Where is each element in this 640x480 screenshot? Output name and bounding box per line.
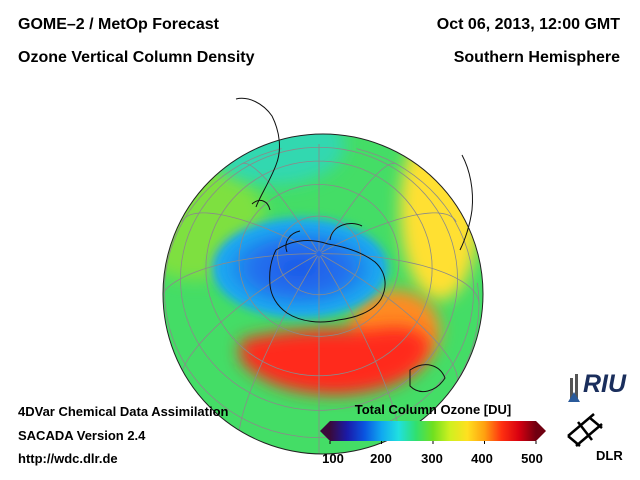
falklands-coast [251,199,271,211]
forecast-date: Oct 06, 2013, 12:00 GMT [436,16,620,33]
title-line-2: Ozone Vertical Column Density [18,49,255,66]
globe-outline [162,133,484,455]
graticule-line [321,212,457,253]
graticule-line [241,162,318,252]
new-zealand-coast [409,364,446,393]
colorbar-gradient [330,421,536,441]
south-america-coast [235,97,280,208]
graticule-line [164,148,474,438]
graticule-line [320,162,397,252]
riu-logo: RIU [565,370,627,404]
dlr-logo-text: DLR [596,448,623,463]
weddell-inlet-coast [329,223,363,241]
antarctic-peninsula-coast [285,230,301,253]
riu-logo-text: RIU [583,370,627,398]
colorbar-high-arrow [536,421,546,441]
dlr-logo: DLR [562,412,623,476]
footer-method: 4DVar Chemical Data Assimilation [18,404,229,419]
graticule [163,144,480,454]
colorbar-tick: 400 [471,451,493,466]
colorbar-tick: 200 [370,451,392,466]
field-east-yellow [400,134,480,300]
coastlines [235,97,473,393]
hemisphere-label: Southern Hemisphere [453,49,620,66]
footer-version: SACADA Version 2.4 [18,428,146,443]
colorbar-tick: 100 [322,451,344,466]
footer-url[interactable]: http://wdc.dlr.de [18,451,118,466]
title-line-1: GOME–2 / MetOp Forecast [18,16,219,33]
ozone-hole-core [222,226,378,310]
graticule-line [321,253,480,305]
graticule-line [163,253,317,305]
colorbar-tick: 300 [421,451,443,466]
antarctica-coast [269,240,386,323]
ozone-colorbar [320,421,546,444]
field-north-cyan [205,134,345,185]
graticule-line [321,254,458,388]
graticule-line [181,212,317,253]
africa-coast [459,154,473,251]
colorbar-title: Total Column Ozone [DU] [354,402,512,417]
colorbar-low-arrow [320,421,330,441]
colorbar-tick: 500 [521,451,543,466]
